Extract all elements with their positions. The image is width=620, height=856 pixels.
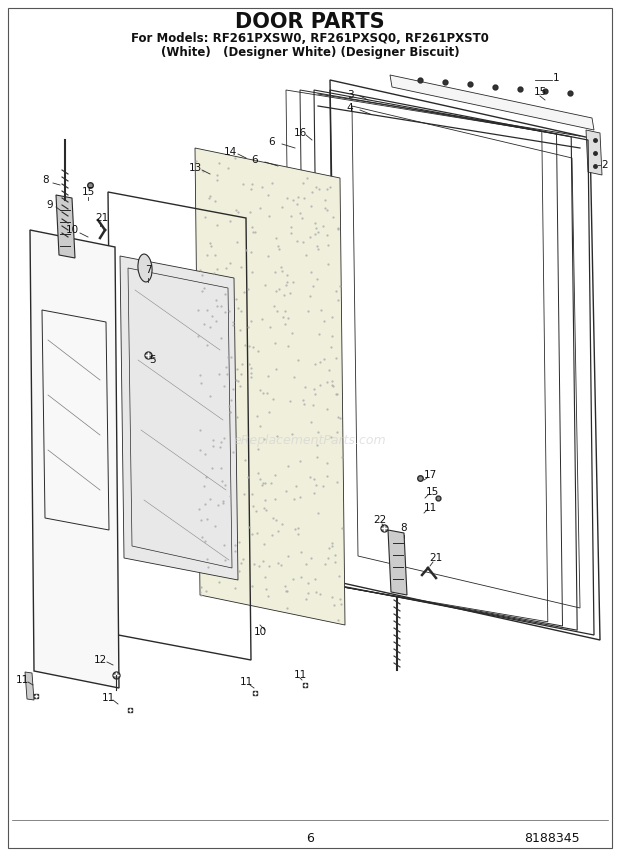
Text: 11: 11 bbox=[293, 670, 307, 680]
Polygon shape bbox=[390, 75, 594, 130]
Text: 6: 6 bbox=[268, 137, 275, 147]
Text: 15: 15 bbox=[425, 487, 438, 497]
Polygon shape bbox=[586, 130, 602, 175]
Text: 15: 15 bbox=[533, 87, 547, 97]
Text: 8: 8 bbox=[43, 175, 50, 185]
Text: 4: 4 bbox=[347, 103, 353, 113]
Text: 12: 12 bbox=[94, 655, 107, 665]
Text: 5: 5 bbox=[149, 355, 156, 365]
Polygon shape bbox=[30, 230, 119, 688]
Text: eReplacementParts.com: eReplacementParts.com bbox=[234, 433, 386, 447]
Text: 6: 6 bbox=[306, 831, 314, 845]
Text: For Models: RF261PXSW0, RF261PXSQ0, RF261PXST0: For Models: RF261PXSW0, RF261PXSQ0, RF26… bbox=[131, 32, 489, 45]
Polygon shape bbox=[388, 530, 407, 595]
Text: 14: 14 bbox=[223, 147, 237, 157]
Text: 11: 11 bbox=[239, 677, 252, 687]
Text: 1: 1 bbox=[552, 73, 559, 83]
Text: 6: 6 bbox=[252, 155, 259, 165]
Text: 13: 13 bbox=[188, 163, 202, 173]
Text: 7: 7 bbox=[144, 265, 151, 275]
Polygon shape bbox=[195, 148, 345, 625]
Text: 8188345: 8188345 bbox=[525, 831, 580, 845]
Ellipse shape bbox=[138, 254, 152, 282]
Text: 11: 11 bbox=[16, 675, 29, 685]
Polygon shape bbox=[25, 672, 34, 700]
Text: 11: 11 bbox=[102, 693, 115, 703]
Text: 10: 10 bbox=[254, 627, 267, 637]
Text: 21: 21 bbox=[430, 553, 443, 563]
Text: DOOR PARTS: DOOR PARTS bbox=[235, 12, 385, 32]
Text: 3: 3 bbox=[347, 90, 353, 100]
Text: 11: 11 bbox=[423, 503, 436, 513]
Text: 10: 10 bbox=[66, 225, 79, 235]
Polygon shape bbox=[56, 195, 75, 258]
Text: 16: 16 bbox=[293, 128, 307, 138]
Text: 22: 22 bbox=[373, 515, 387, 525]
Text: 15: 15 bbox=[81, 187, 95, 197]
Text: (White)   (Designer White) (Designer Biscuit): (White) (Designer White) (Designer Biscu… bbox=[161, 45, 459, 58]
Polygon shape bbox=[120, 256, 238, 580]
Text: 17: 17 bbox=[423, 470, 436, 480]
Text: 9: 9 bbox=[46, 200, 53, 210]
Text: 8: 8 bbox=[401, 523, 407, 533]
Text: 2: 2 bbox=[601, 160, 608, 170]
Text: 21: 21 bbox=[95, 213, 108, 223]
